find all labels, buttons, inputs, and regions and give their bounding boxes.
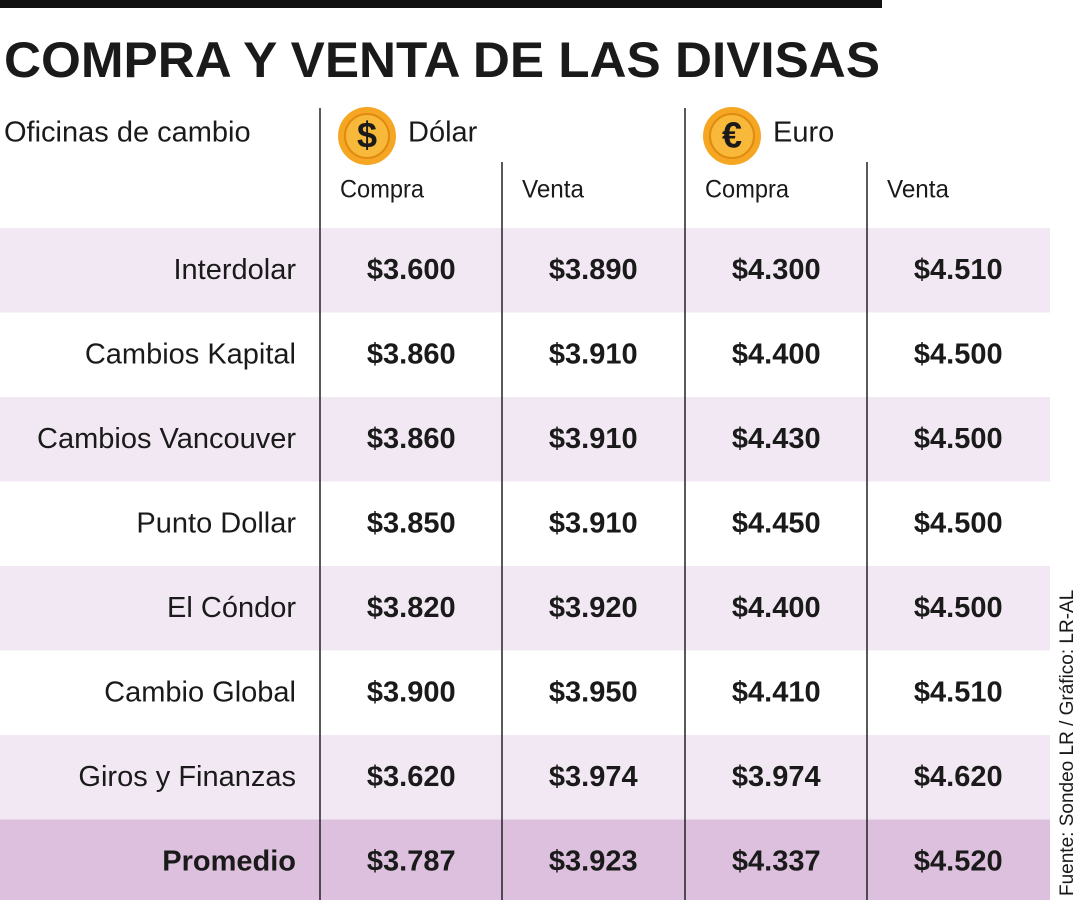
- row-band: [0, 566, 1050, 651]
- cell-value: $3.923: [549, 845, 638, 877]
- title: COMPRA Y VENTA DE LAS DIVISAS: [4, 32, 880, 88]
- row-name: Cambios Vancouver: [37, 423, 296, 455]
- cell-value: $3.910: [549, 423, 638, 455]
- row-name: Cambio Global: [104, 676, 296, 708]
- row-name: El Cóndor: [167, 592, 296, 624]
- cell-value: $3.974: [549, 761, 638, 793]
- cell-value: $3.860: [367, 338, 456, 370]
- row-header: Oficinas de cambio: [4, 117, 251, 149]
- cell-value: $3.950: [549, 676, 638, 708]
- cell-value: $3.600: [367, 254, 456, 286]
- cell-value: $3.910: [549, 507, 638, 539]
- row-name: Giros y Finanzas: [78, 761, 296, 793]
- cell-value: $3.860: [367, 423, 456, 455]
- cell-value: $4.500: [914, 338, 1003, 370]
- row-band: [0, 819, 1050, 900]
- cell-value: $3.974: [732, 761, 821, 793]
- coin-symbol: €: [722, 115, 742, 156]
- row-band: [0, 650, 1050, 735]
- cell-value: $3.820: [367, 592, 456, 624]
- row-band: [0, 228, 1050, 313]
- cell-value: $4.500: [914, 592, 1003, 624]
- cell-value: $4.500: [914, 507, 1003, 539]
- cell-value: $4.400: [732, 338, 821, 370]
- cell-value: $3.890: [549, 254, 638, 286]
- cell-value: $3.910: [549, 338, 638, 370]
- row-name: Interdolar: [173, 254, 296, 286]
- row-band: [0, 397, 1050, 482]
- row-band: [0, 481, 1050, 566]
- cell-value: $3.900: [367, 676, 456, 708]
- currency-name: Dólar: [408, 117, 478, 149]
- column-header: Compra: [340, 176, 424, 204]
- column-header: Venta: [887, 176, 949, 204]
- currency-name: Euro: [773, 117, 834, 149]
- row-name: Cambios Kapital: [85, 338, 296, 370]
- row-band: [0, 312, 1050, 397]
- cell-value: $3.850: [367, 507, 456, 539]
- cell-value: $4.500: [914, 423, 1003, 455]
- cell-value: $4.620: [914, 761, 1003, 793]
- source: Fuente: Sondeo LR / Gráfico: LR-AL: [1057, 590, 1078, 896]
- cell-value: $4.300: [732, 254, 821, 286]
- row-band: [0, 735, 1050, 820]
- column-header: Compra: [705, 176, 789, 204]
- cell-value: $4.410: [732, 676, 821, 708]
- coin-inner: [709, 113, 755, 159]
- column-header: Venta: [522, 176, 584, 204]
- cell-value: $4.520: [914, 845, 1003, 877]
- cell-value: $4.337: [732, 845, 821, 877]
- row-name: Promedio: [162, 845, 296, 877]
- row-name: Punto Dollar: [136, 507, 296, 539]
- cell-value: $3.787: [367, 845, 456, 877]
- cell-value: $4.450: [732, 507, 821, 539]
- top-bar: [0, 0, 882, 8]
- cell-value: $4.430: [732, 423, 821, 455]
- cell-value: $3.620: [367, 761, 456, 793]
- cell-value: $4.400: [732, 592, 821, 624]
- coin-inner: [344, 113, 390, 159]
- cell-value: $4.510: [914, 676, 1003, 708]
- coin-symbol: $: [357, 115, 377, 156]
- cell-value: $3.920: [549, 592, 638, 624]
- cell-value: $4.510: [914, 254, 1003, 286]
